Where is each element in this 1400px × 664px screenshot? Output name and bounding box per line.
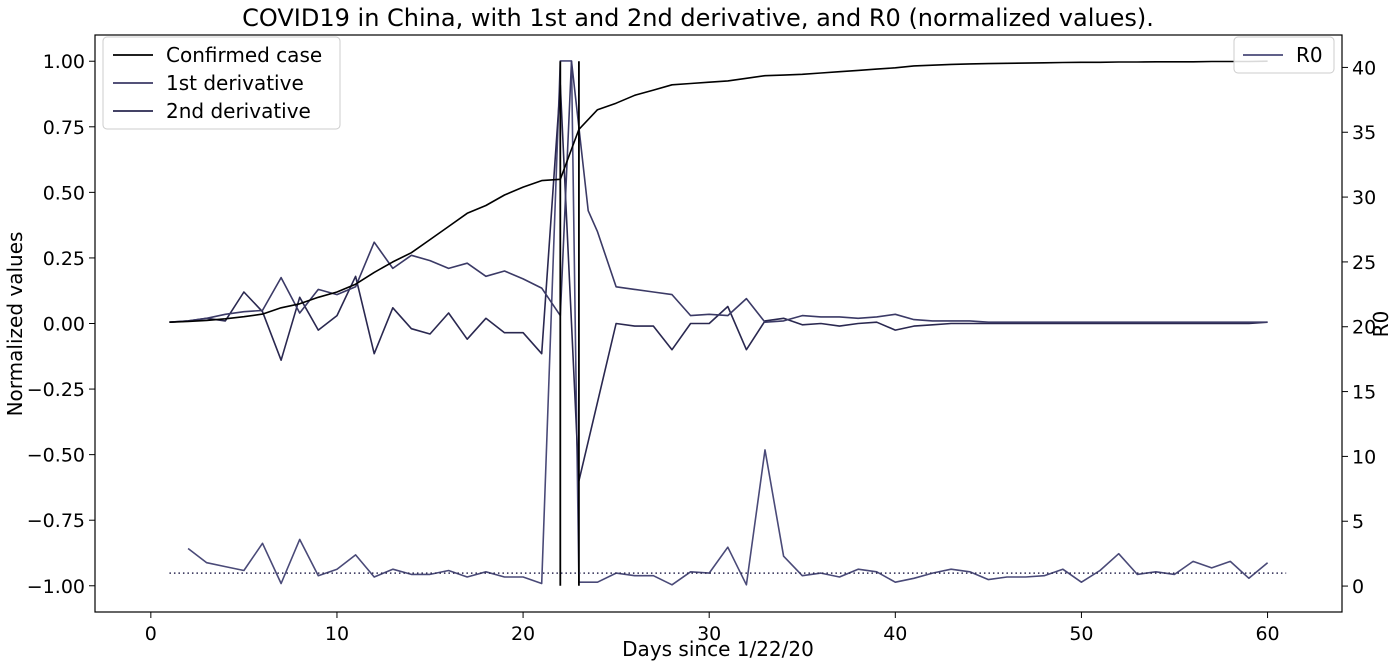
x-tick-label: 0 [145, 623, 157, 645]
y-right-tick-label: 35 [1352, 122, 1376, 144]
y-right-tick-label: 5 [1352, 511, 1364, 533]
y-left-tick-label: 0.00 [43, 314, 85, 336]
legend-label-second-derivative: 2nd derivative [166, 99, 311, 123]
y-left-tick-label: −1.00 [27, 576, 85, 598]
x-tick-label: 60 [1255, 623, 1279, 645]
y-right-tick-label: 30 [1352, 187, 1376, 209]
y-axis-label-right: R0 [1369, 311, 1393, 338]
plot-layer [169, 60, 1287, 586]
y-right-tick-label: 25 [1352, 252, 1376, 274]
y-left-tick-label: 0.50 [43, 182, 85, 204]
legend-right: R0 [1233, 36, 1335, 74]
chart-title: COVID19 in China, with 1st and 2nd deriv… [242, 4, 1154, 32]
legend-right-box [1233, 36, 1335, 74]
y-right-tick-label: 15 [1352, 382, 1376, 404]
legend-left: Confirmed case 1st derivative 2nd deriva… [102, 36, 341, 130]
y-left-tick-label: 1.00 [43, 51, 85, 73]
y-right-tick-label: 0 [1352, 576, 1364, 598]
y-left-tick-label: 0.75 [43, 117, 85, 139]
series-line-confirmed [169, 60, 1268, 323]
legend-label-first-derivative: 1st derivative [166, 71, 304, 95]
y-right-tick-label: 20 [1352, 317, 1376, 339]
x-tick-label: 10 [325, 623, 349, 645]
y-right-tick-label: 40 [1352, 57, 1376, 79]
series-line-second-derivative [169, 84, 1268, 482]
y-left-tick-label: 0.25 [43, 248, 85, 270]
x-tick-label: 30 [697, 623, 721, 645]
series-line-r0 [187, 60, 1269, 586]
y-axis-label-left: Normalized values [3, 232, 27, 417]
x-tick-label: 20 [511, 623, 535, 645]
y-right-tick-label: 10 [1352, 446, 1376, 468]
legend-label-confirmed: Confirmed case [166, 43, 322, 67]
axis-layer: 0 10 20 30 40 50 601.000.750.500.250.00−0.25−0… [27, 51, 1376, 645]
series-line-first-derivative [169, 60, 1268, 324]
x-tick-label: 50 [1069, 623, 1093, 645]
x-axis-label: Days since 1/22/20 [622, 637, 814, 661]
y-left-tick-label: −0.25 [27, 379, 85, 401]
y-left-tick-label: −0.50 [27, 445, 85, 467]
legend-label-r0: R0 [1296, 43, 1323, 67]
y-left-tick-label: −0.75 [27, 510, 85, 532]
legend-left-box [102, 36, 341, 130]
x-tick-label: 40 [883, 623, 907, 645]
